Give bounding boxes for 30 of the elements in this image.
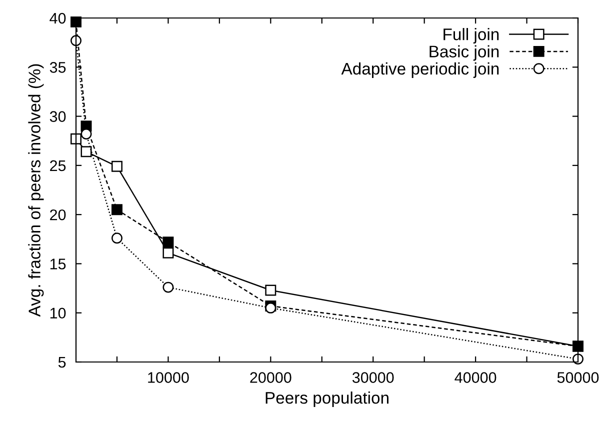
x-tick-label: 30000 <box>352 372 394 383</box>
point <box>111 232 122 244</box>
y-tick-label: 5 <box>58 357 66 368</box>
x-axis-title: Peers population <box>266 392 388 408</box>
y-tick-label: 25 <box>50 160 66 172</box>
x-tick-label: 20000 <box>250 372 292 383</box>
point <box>80 128 92 140</box>
legend-label: Adaptive periodic join <box>341 62 499 78</box>
y-axis-title: Avg. fraction of peers involved (%) <box>28 64 44 317</box>
y-tick-label: 35 <box>50 62 66 73</box>
point <box>162 236 174 248</box>
point <box>162 247 174 258</box>
point <box>111 160 122 172</box>
point <box>111 204 122 216</box>
legend-label: Basic join <box>430 45 499 61</box>
point <box>80 146 92 158</box>
point <box>265 284 276 296</box>
y-tick-label: 15 <box>50 258 66 270</box>
legend-label: Full join <box>444 28 499 44</box>
y-tick-label: 20 <box>50 209 66 220</box>
point <box>70 35 82 46</box>
y-tick-label: 40 <box>50 12 66 24</box>
x-tick-label: 50000 <box>557 372 599 383</box>
y-tick-label: 30 <box>50 111 66 122</box>
x-tick-label: 10000 <box>148 372 189 383</box>
y-tick-label: 10 <box>50 308 66 319</box>
point <box>70 133 82 144</box>
point <box>572 354 584 365</box>
x-tick-label: 40000 <box>454 372 496 383</box>
point <box>162 282 174 293</box>
